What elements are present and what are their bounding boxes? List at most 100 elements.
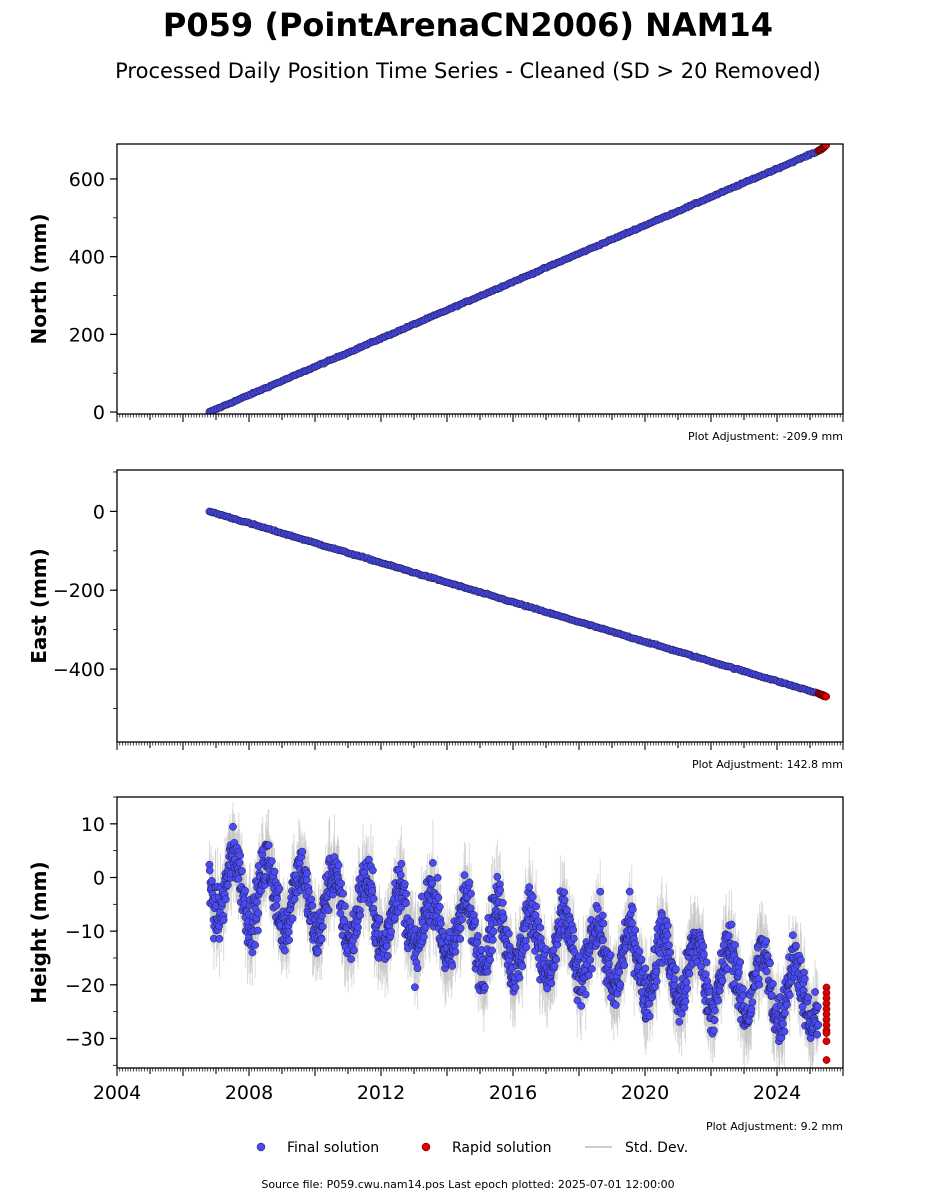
final-point (369, 866, 377, 875)
final-point (456, 935, 465, 943)
final-point (552, 955, 561, 964)
final-point (254, 909, 263, 918)
y-tick-label: −400 (53, 659, 105, 681)
final-point (536, 923, 545, 932)
final-point (727, 920, 736, 929)
final-point (581, 990, 590, 999)
y-tick-label: 600 (69, 169, 105, 191)
rapid-point (822, 1056, 831, 1064)
final-point (284, 928, 293, 936)
final-point (254, 926, 262, 935)
rapid-point (822, 692, 831, 701)
final-point (665, 941, 673, 949)
plot-adjustment: Plot Adjustment: -209.9 mm (688, 430, 843, 443)
final-point (451, 947, 460, 956)
final-point (267, 857, 276, 865)
final-point (577, 1002, 586, 1010)
final-point (400, 880, 409, 888)
final-point (701, 970, 710, 979)
plot-area (205, 802, 831, 1068)
final-point (718, 976, 727, 985)
final-point (341, 902, 349, 910)
final-point (387, 927, 395, 936)
final-point (645, 1012, 654, 1021)
final-point (598, 911, 607, 920)
final-point (236, 851, 245, 860)
final-point (570, 934, 578, 943)
final-point (783, 1000, 791, 1009)
rapid-series (814, 689, 831, 701)
final-point (308, 901, 317, 910)
final-point (337, 879, 345, 888)
final-point (522, 943, 531, 952)
final-point (738, 984, 747, 993)
y-axis-label: East (mm) (27, 548, 51, 664)
final-point (368, 887, 377, 895)
final-point (736, 958, 745, 966)
final-point (606, 951, 615, 960)
final-point (711, 1006, 719, 1015)
final-point (547, 979, 556, 988)
y-axis-label: North (mm) (27, 213, 51, 344)
final-point (499, 899, 507, 907)
final-point (402, 889, 411, 898)
final-point (637, 955, 646, 964)
rapid-point (822, 144, 831, 150)
final-point (318, 922, 327, 931)
final-point (354, 923, 362, 932)
final-point (811, 988, 819, 996)
plot-area (205, 507, 831, 701)
final-point (428, 879, 437, 888)
final-point (402, 899, 410, 908)
final-point (569, 926, 578, 934)
final-point (800, 974, 809, 983)
final-point (298, 847, 307, 856)
final-point (234, 875, 243, 883)
final-point (281, 946, 289, 955)
final-point (543, 984, 552, 993)
final-point (518, 962, 527, 971)
final-point (560, 888, 569, 897)
final-point (605, 959, 613, 968)
final-point (671, 965, 680, 973)
final-point (683, 984, 692, 993)
final-point (288, 914, 297, 923)
x-axis: 2004 2008 2012 2016 2020 2024 (93, 1068, 844, 1104)
final-point (797, 956, 805, 964)
x-axis (116, 742, 844, 750)
final-point (525, 883, 534, 891)
final-point (652, 977, 661, 986)
final-point (588, 965, 596, 973)
final-point (205, 866, 214, 875)
final-point (641, 964, 650, 973)
final-point (611, 1001, 620, 1009)
final-point (596, 887, 605, 896)
final-point (339, 889, 347, 898)
final-point (253, 898, 261, 906)
panels: 0 200 400 600 North (mm) Plot Adjustment: -20… (27, 143, 844, 1133)
final-point (666, 948, 675, 957)
final-point (573, 996, 582, 1005)
final-point (663, 931, 672, 940)
final-point (382, 942, 391, 950)
final-point (350, 946, 358, 954)
final-point (429, 859, 437, 867)
rapid-point (822, 1037, 831, 1046)
final-point (635, 947, 644, 956)
final-point (779, 1020, 787, 1028)
final-point (471, 917, 480, 925)
final-point (347, 955, 355, 963)
final-point (448, 962, 457, 970)
final-point (699, 942, 708, 951)
final-point (677, 1010, 686, 1018)
final-point (334, 861, 343, 870)
y-tick-label: −30 (65, 1028, 105, 1050)
final-point (599, 919, 608, 928)
final-point (710, 1026, 718, 1035)
final-point (396, 871, 405, 879)
final-point (356, 911, 364, 920)
final-point (599, 936, 607, 944)
final-point (336, 909, 345, 918)
final-point (413, 964, 422, 973)
